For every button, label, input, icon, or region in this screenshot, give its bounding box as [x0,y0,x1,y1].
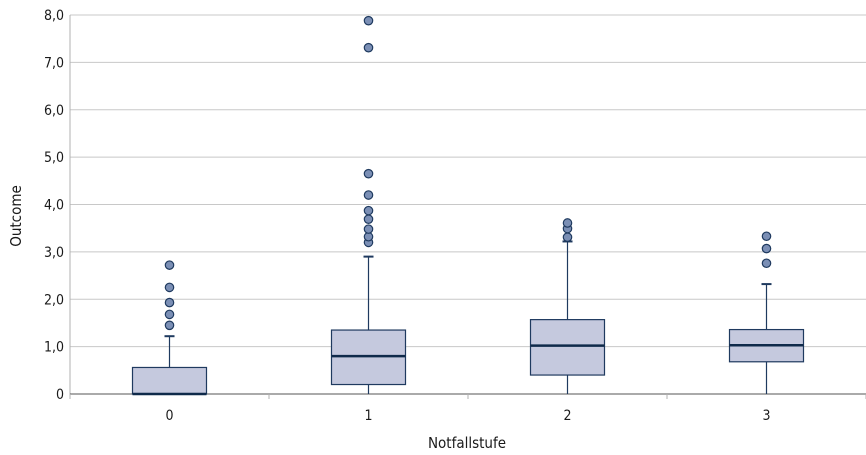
y-tick-label: 2,0 [44,292,64,308]
outlier-point [164,309,175,320]
box [529,319,606,376]
y-tick-label: 6,0 [44,103,64,119]
outlier-point [363,190,374,200]
boxes [131,15,805,396]
box-group [330,15,407,394]
y-tick-label: 3,0 [44,245,64,261]
outlier-point [164,282,175,293]
outlier-point [363,168,374,179]
outlier-point [164,297,175,308]
outlier-point [164,260,175,270]
x-axis-ticks: 0 1 2 3 [165,408,770,424]
y-axis-title: Outcome [7,185,25,247]
outlier-point [363,214,374,224]
outlier-point [363,15,374,26]
outlier-point [363,42,374,53]
outlier-point [761,243,772,254]
box-group [131,260,208,396]
outlier-point [164,320,175,331]
y-tick-label: 4,0 [44,198,64,214]
y-tick-label: 0 [56,387,64,403]
outlier-point [363,224,374,234]
outlier-point [761,258,772,269]
x-axis-title: Notfallstufe [428,434,506,452]
outlier-point [363,205,374,216]
y-tick-label: 7,0 [44,55,64,71]
x-tick-label: 3 [762,408,770,424]
x-tick-label: 0 [165,408,173,424]
y-axis-ticks: 0 1,0 2,0 3,0 4,0 5,0 6,0 7,0 8,0 [44,8,64,403]
y-tick-label: 5,0 [44,150,64,166]
outlier-point [562,232,573,242]
box-group [728,231,805,394]
y-tick-label: 8,0 [44,8,64,24]
grid-lines [70,14,866,348]
x-tick-label: 2 [563,408,571,424]
box [131,366,208,395]
x-tick-label: 1 [364,408,372,424]
outlier-point [562,218,573,228]
outlier-point [761,231,772,242]
y-tick-label: 1,0 [44,340,64,356]
box-group [529,218,606,394]
